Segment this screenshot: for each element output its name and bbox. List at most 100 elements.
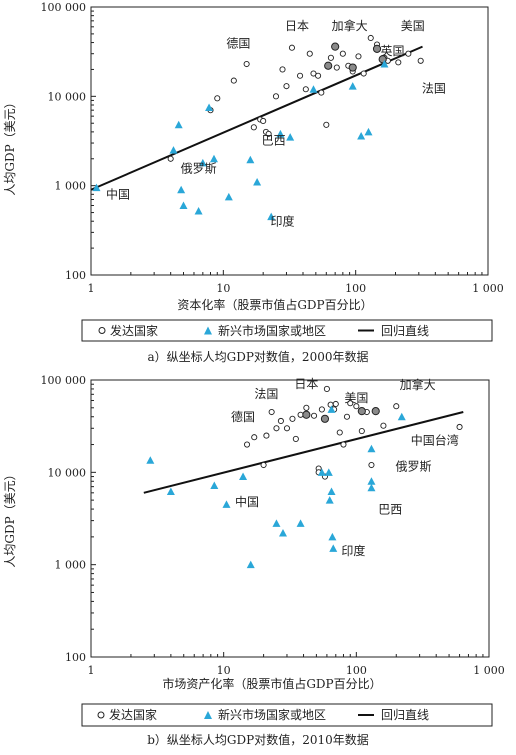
- country-label: 中国: [235, 494, 259, 509]
- emerging-point: [174, 120, 183, 129]
- chart-b-ylabel: 人均GDP（美元）: [3, 468, 17, 567]
- developed-point: [251, 434, 258, 441]
- highlighted-point: [348, 63, 357, 72]
- legend-emerging: 新兴市场国家或地区: [218, 707, 326, 722]
- y-tick-label: 100 000: [41, 1, 87, 14]
- developed-marker-icon: [97, 711, 105, 719]
- y-tick-label: 1 000: [55, 559, 87, 572]
- developed-point: [306, 50, 313, 57]
- legend-developed: 发达国家: [109, 707, 157, 722]
- highlighted-point: [320, 414, 330, 423]
- developed-point: [243, 60, 250, 68]
- chart-panel-b: 1 10 100 1 000 100 1 000 10 000 100 000 法国 日本 美国 加拿…: [0, 372, 516, 751]
- developed-point: [303, 404, 310, 411]
- developed-point: [353, 403, 360, 410]
- emerging-point: [325, 496, 334, 504]
- plot-frame: [90, 379, 490, 658]
- developed-point: [214, 95, 221, 102]
- developed-point: [268, 408, 275, 416]
- developed-point: [347, 400, 354, 407]
- developed-point: [302, 86, 309, 93]
- developed-point: [367, 34, 374, 42]
- y-tick-label: 1 000: [55, 180, 87, 193]
- highlighted-point: [331, 42, 340, 51]
- developed-point: [279, 66, 286, 73]
- highlighted-point: [371, 407, 380, 416]
- developed-point: [395, 59, 402, 66]
- emerging-point: [327, 405, 336, 413]
- plot-frame: [90, 6, 489, 276]
- developed-point: [417, 57, 424, 64]
- developed-point: [380, 422, 387, 429]
- emerging-point: [328, 532, 337, 541]
- country-label: 印度: [270, 213, 294, 228]
- developed-point: [405, 50, 412, 57]
- emerging-point: [397, 412, 406, 421]
- developed-marker-icon: [98, 327, 106, 334]
- emerging-point: [253, 177, 262, 186]
- country-label: 加拿大: [332, 18, 368, 33]
- developed-point: [318, 89, 325, 96]
- country-label: 中国: [106, 186, 130, 201]
- y-tick-label: 10 000: [48, 90, 87, 103]
- emerging-point: [198, 158, 207, 167]
- developed-point: [323, 385, 330, 392]
- developed-point: [323, 121, 330, 128]
- legend-developed: 发达国家: [110, 323, 158, 338]
- country-label: 巴西: [378, 502, 402, 516]
- emerging-point: [179, 201, 188, 209]
- y-tick-label: 100 000: [41, 374, 87, 387]
- emerging-point: [267, 212, 276, 221]
- highlighted-point: [302, 410, 311, 419]
- emerging-point: [348, 82, 357, 90]
- developed-point: [265, 130, 272, 137]
- country-label: 德国: [226, 36, 250, 51]
- x-tick-label: 100: [346, 664, 367, 677]
- highlighted-point: [357, 407, 366, 416]
- emerging-point: [296, 519, 305, 527]
- emerging-point: [367, 483, 376, 492]
- emerging-point: [278, 529, 287, 537]
- developed-point: [260, 117, 267, 125]
- emerging-point: [324, 468, 333, 476]
- highlighted-point: [324, 61, 333, 70]
- developed-point: [340, 441, 347, 448]
- developed-point: [230, 77, 237, 84]
- developed-point: [393, 403, 400, 410]
- legend-frame: [81, 319, 493, 342]
- developed-point: [327, 401, 334, 408]
- country-label: 美国: [344, 391, 368, 405]
- legend-emerging: 新兴市场国家或地区: [218, 323, 326, 338]
- developed-point: [336, 429, 343, 436]
- emerging-point: [92, 183, 101, 192]
- developed-point: [292, 435, 299, 442]
- regression-line: [90, 45, 423, 191]
- country-label: 巴西: [262, 133, 286, 147]
- chart-a-title: a）纵坐标人均GDP对数值，2000年数据: [148, 349, 369, 364]
- developed-point: [167, 155, 174, 162]
- legend-frame: [81, 703, 493, 727]
- developed-point: [343, 413, 351, 420]
- country-label: 印度: [341, 543, 365, 558]
- chart-panel-a: 1 10 100 1 000 100 1 000 10 000 100 000 日本 加拿大 美国德…: [0, 0, 516, 372]
- developed-point: [339, 50, 346, 57]
- developed-point: [243, 441, 251, 448]
- highlighted-point: [372, 44, 382, 53]
- country-label: 日本: [285, 19, 309, 33]
- developed-point: [327, 54, 334, 61]
- developed-point: [263, 432, 270, 439]
- country-label: 中国台湾: [411, 433, 459, 448]
- emerging-point: [329, 544, 338, 552]
- chart-b-xlabel: 市场资产化率（股票市值占GDP百分比）: [162, 676, 381, 691]
- developed-point: [283, 83, 290, 90]
- emerging-point: [222, 500, 231, 508]
- x-tick-label: 10: [216, 282, 230, 295]
- emerging-point: [380, 60, 389, 68]
- country-label: 俄罗斯: [181, 162, 217, 176]
- chart-a-legend: 发达国家 新兴市场国家或地区 回归直线: [81, 319, 493, 342]
- emerging-marker-icon: [204, 711, 212, 719]
- developed-point: [332, 400, 339, 408]
- country-label: 法国: [422, 82, 446, 96]
- country-label: 英国: [381, 44, 405, 58]
- developed-point: [368, 461, 375, 469]
